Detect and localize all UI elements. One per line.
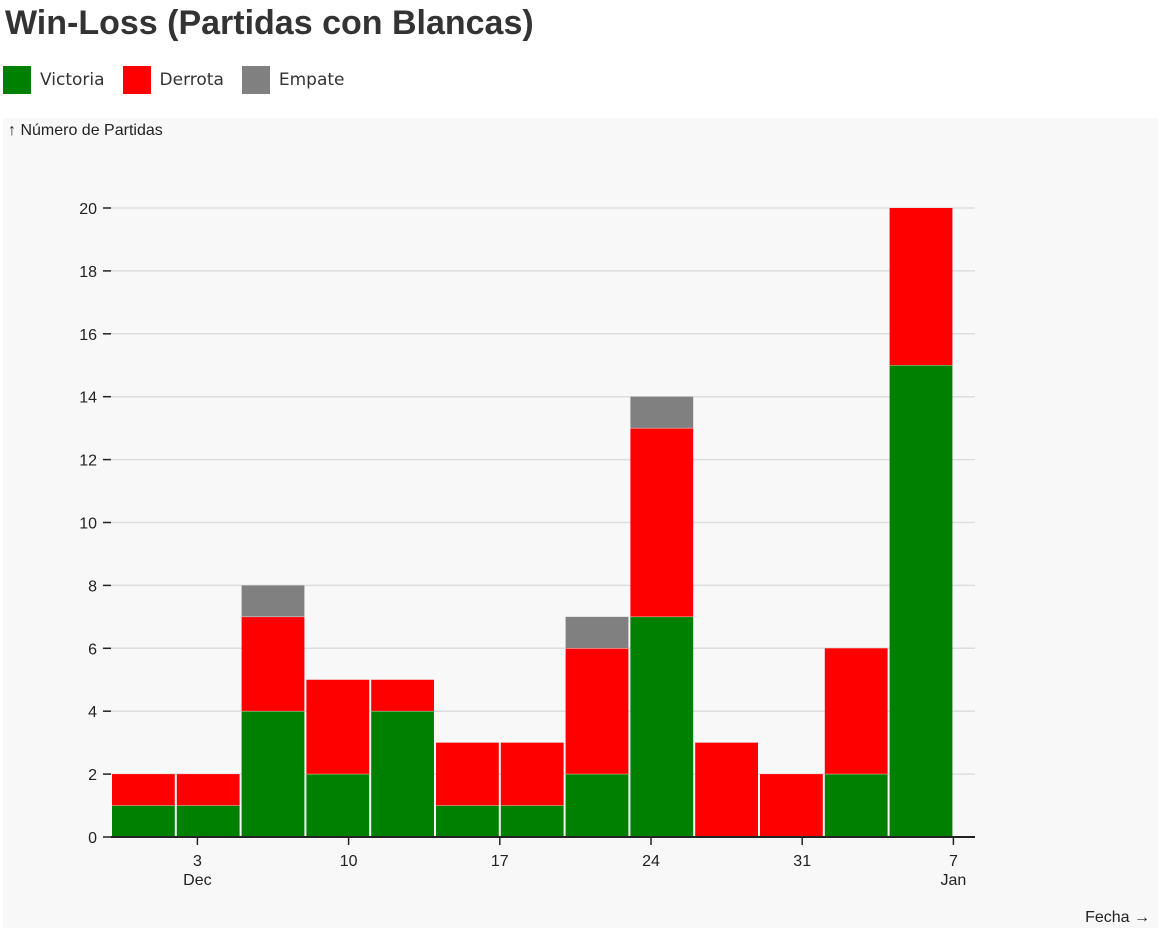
- legend-item-empate: Empate: [241, 66, 345, 94]
- x-tick-sublabel: Jan: [941, 872, 967, 889]
- legend-swatch-derrota: [122, 66, 151, 94]
- bar-derrota: [371, 679, 434, 712]
- bar-empate: [241, 585, 305, 617]
- bar-victoria: [889, 365, 953, 837]
- y-tick-label: 12: [79, 453, 97, 470]
- y-tick-label: 6: [88, 641, 97, 658]
- x-tick-label: 3: [193, 853, 202, 870]
- bar-derrota: [630, 428, 694, 617]
- bar-victoria: [436, 805, 499, 837]
- bar-derrota: [112, 774, 175, 806]
- bar-derrota: [760, 774, 823, 837]
- bar-empate: [565, 616, 629, 649]
- legend-item-victoria: Victoria: [3, 66, 105, 94]
- bar-victoria: [371, 711, 434, 837]
- x-tick-sublabel: Dec: [183, 872, 211, 889]
- y-tick-label: 14: [79, 390, 97, 407]
- chart-panel: 0 2 4 6 8 10 12 14 16 18 20 3 Dec 10 17 24 31 7 Jan ↑ Núm…: [3, 118, 1158, 928]
- bar-derrota: [824, 648, 888, 775]
- bar-victoria: [565, 774, 629, 837]
- y-tick-label: 0: [88, 830, 97, 847]
- bar-victoria: [241, 711, 305, 837]
- x-tick-label: 31: [793, 853, 811, 870]
- legend-label-victoria: Victoria: [40, 70, 105, 90]
- x-axis: 3 Dec 10 17 24 31 7 Jan: [111, 836, 975, 889]
- bars-group: [112, 208, 953, 837]
- legend-swatch-victoria: [3, 66, 31, 94]
- chart-title: Win-Loss (Partidas con Blancas): [5, 4, 534, 42]
- y-axis: 0 2 4 6 8 10 12 14 16 18 20: [79, 201, 111, 847]
- bar-victoria: [306, 774, 370, 837]
- y-tick-label: 18: [79, 264, 97, 281]
- y-tick-label: 8: [88, 578, 97, 595]
- y-tick-label: 4: [88, 704, 97, 721]
- x-tick-label: 24: [642, 853, 660, 870]
- bar-derrota: [436, 742, 499, 806]
- bar-derrota: [306, 679, 370, 775]
- x-axis-label: Fecha →: [1085, 909, 1150, 926]
- bar-derrota: [695, 742, 758, 837]
- bar-victoria: [176, 805, 240, 837]
- legend-item-derrota: Derrota: [122, 66, 224, 94]
- x-tick-label: 17: [491, 853, 509, 870]
- bar-derrota: [889, 208, 953, 366]
- y-tick-label: 16: [79, 327, 97, 344]
- bar-victoria: [500, 805, 564, 837]
- y-axis-label: ↑ Número de Partidas: [8, 122, 163, 139]
- y-tick-label: 2: [88, 767, 97, 784]
- y-tick-label: 20: [79, 201, 97, 218]
- bar-victoria: [824, 774, 888, 837]
- y-tick-label: 10: [79, 516, 97, 533]
- bar-derrota: [565, 648, 629, 775]
- legend-label-derrota: Derrota: [159, 70, 224, 90]
- x-tick-label: 7: [949, 853, 958, 870]
- bar-derrota: [500, 742, 564, 806]
- chart-legend: Victoria Derrota Empate: [3, 65, 363, 95]
- bar-empate: [630, 396, 694, 429]
- legend-label-empate: Empate: [278, 70, 345, 90]
- bar-victoria: [112, 805, 175, 837]
- bar-derrota: [176, 774, 240, 806]
- bar-derrota: [241, 616, 305, 712]
- legend-swatch-empate: [241, 66, 270, 94]
- bar-victoria: [630, 616, 694, 837]
- x-tick-label: 10: [340, 853, 358, 870]
